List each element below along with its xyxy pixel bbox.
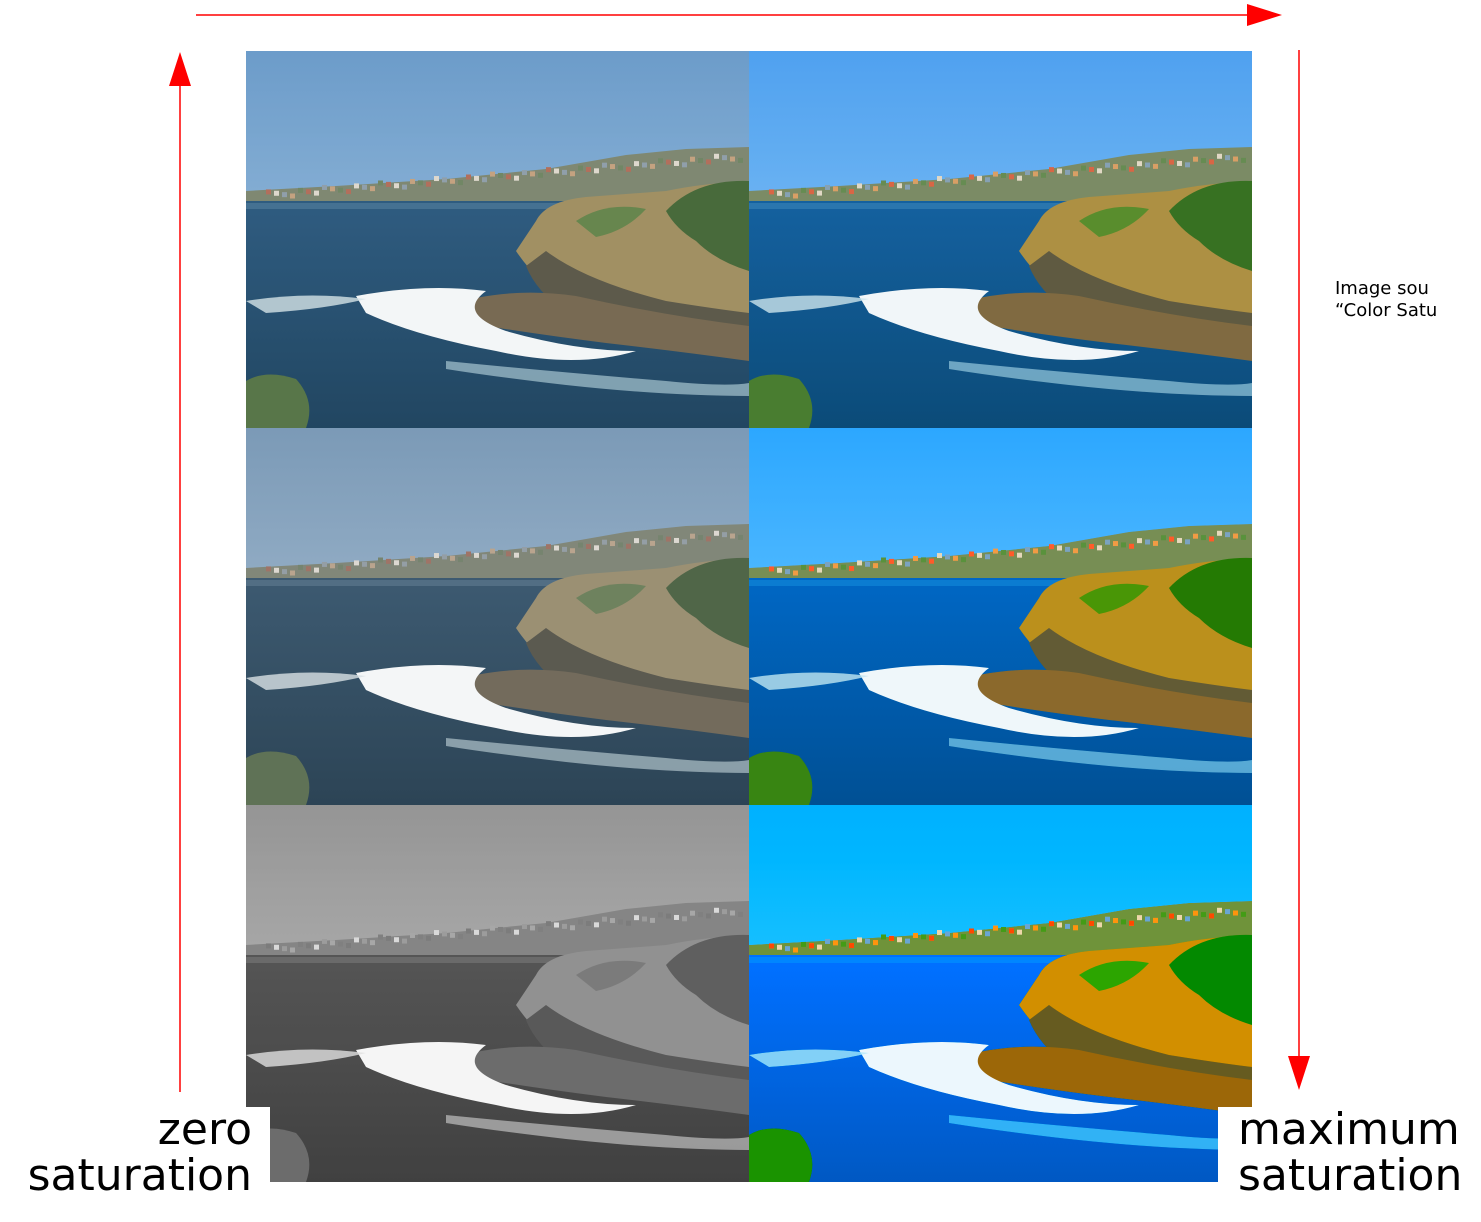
zero-label-line2: saturation — [27, 1150, 252, 1201]
saturation-image-grid — [246, 51, 1252, 1182]
tile-r3-right — [749, 805, 1252, 1182]
tile-r2-left — [246, 428, 749, 805]
max-label-line2: saturation — [1238, 1150, 1463, 1201]
top-arrow-head — [1247, 4, 1282, 26]
max-label-line1: maximum — [1238, 1104, 1460, 1155]
maximum-saturation-label: maximum saturation — [1218, 1107, 1481, 1222]
source-line2: “Color Satu — [1335, 300, 1438, 321]
left-arrow-head — [169, 52, 191, 86]
right-arrow-head — [1288, 1056, 1310, 1090]
zero-label-line1: zero — [157, 1104, 252, 1155]
tile-r1-right — [749, 51, 1252, 428]
tile-r1-left — [246, 51, 749, 428]
zero-saturation-label: zero saturation — [0, 1107, 270, 1222]
image-source-note: Image sou “Color Satu — [1335, 278, 1481, 322]
tile-r3-left — [246, 805, 749, 1182]
tile-r2-right — [749, 428, 1252, 805]
source-line1: Image sou — [1335, 278, 1429, 299]
